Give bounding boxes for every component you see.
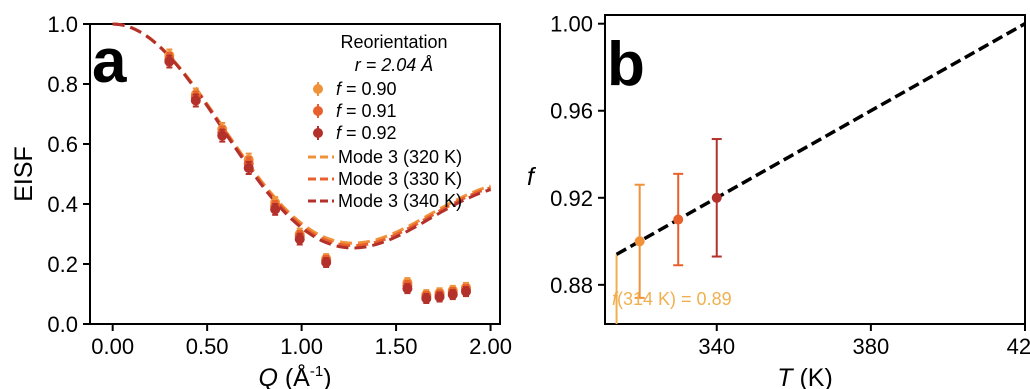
panel-b-letter: b <box>607 30 645 99</box>
data-point <box>434 292 445 302</box>
legend-line-label: Mode 3 (340 K) <box>338 191 462 211</box>
legend-label: f = 0.90 <box>336 79 397 99</box>
panel-a-data-points <box>164 48 471 304</box>
y-tick-label-a: 0.0 <box>47 312 78 337</box>
panel-a-xlabel-sup: -1 <box>310 363 323 380</box>
legend-title: Reorientation <box>340 32 447 52</box>
legend-label-f: f <box>336 123 343 143</box>
annotation-rest: (314 K) = 0.89 <box>617 289 732 309</box>
panel-a-ticks: 0.00 0.50 1.00 1.50 2.00 0.0 0.2 0.4 0.6 0.8 1.0 <box>47 12 512 359</box>
panel-b-ticks: 340 380 420 0.88 0.92 0.96 1.00 <box>550 12 1030 359</box>
legend-label-f: f <box>336 79 343 99</box>
data-point <box>217 130 228 141</box>
panel-b-xlabel: T (K) <box>777 364 833 389</box>
legend-marker <box>313 128 323 138</box>
panel-b-xlabel-t: T <box>777 364 794 389</box>
data-point-b <box>634 236 645 247</box>
data-point-b <box>711 192 722 203</box>
legend-line-label: Mode 3 (320 K) <box>338 147 462 167</box>
panel-a-xlabel: Q (Å-1) <box>258 362 331 389</box>
legend-line-label: Mode 3 (330 K) <box>338 169 462 189</box>
x-tick-label-b: 420 <box>1007 334 1030 359</box>
legend-label-f: f <box>336 101 343 121</box>
x-tick-label-b: 380 <box>853 334 890 359</box>
fit-line <box>615 22 1026 256</box>
model-line <box>112 22 492 250</box>
y-tick-label-a: 0.6 <box>47 132 78 157</box>
y-tick-label-a: 0.2 <box>47 252 78 277</box>
panel-b-xlabel-unit: (K) <box>793 364 833 389</box>
data-point <box>243 163 254 173</box>
legend-label: f = 0.91 <box>336 101 397 121</box>
panel-a-xlabel-unit: (Å <box>278 362 310 389</box>
panel-a-legend: Reorientation r = 2.04 Å f = 0.90f = 0.9… <box>308 32 462 211</box>
panel-b: 3403804200.880.920.961.00 b f T (K) f(31… <box>527 12 1030 389</box>
data-point <box>164 56 175 67</box>
legend-marker <box>313 106 323 116</box>
panel-a-letter: a <box>92 27 127 96</box>
data-point-b <box>673 214 684 225</box>
data-point <box>321 257 332 268</box>
y-tick-label-a: 1.0 <box>47 12 78 37</box>
data-point <box>447 289 458 300</box>
panel-a-frame <box>89 23 501 325</box>
legend-label: f = 0.92 <box>336 123 397 143</box>
legend-marker <box>313 84 323 94</box>
x-tick-label-a: 0.00 <box>91 334 134 359</box>
data-point <box>460 286 471 297</box>
data-point <box>402 283 413 294</box>
x-tick-label-b: 340 <box>698 334 735 359</box>
data-point <box>421 293 432 304</box>
data-point <box>294 234 305 245</box>
panel-b-ylabel: f <box>527 163 537 191</box>
panel-a: 0.00 0.50 1.00 1.50 2.00 0.0 0.2 0.4 0.6 0.8 1.0 a… <box>10 12 512 389</box>
x-tick-label-a: 2.00 <box>469 334 512 359</box>
panel-a-xlabel-q: Q <box>258 364 277 389</box>
legend-subtitle: r = 2.04 Å <box>355 55 434 75</box>
legend-label-value: = 0.92 <box>341 123 397 143</box>
y-tick-label-b: 1.00 <box>550 12 593 37</box>
panel-a-ylabel: EISF <box>10 146 38 202</box>
y-tick-label-b: 0.96 <box>550 99 593 124</box>
extrapolation-annotation: f(314 K) = 0.89 <box>612 289 732 309</box>
legend-label-value: = 0.91 <box>341 101 397 121</box>
y-tick-label-b: 0.92 <box>550 186 593 211</box>
x-tick-label-a: 1.50 <box>375 334 418 359</box>
panel-a-xlabel-close: ) <box>323 364 331 389</box>
annotation-f: f <box>612 289 619 309</box>
y-tick-label-b: 0.88 <box>550 273 593 298</box>
legend-label-value: = 0.90 <box>341 79 397 99</box>
y-tick-label-a: 0.4 <box>47 192 78 217</box>
x-tick-label-a: 1.00 <box>280 334 323 359</box>
x-tick-label-a: 0.50 <box>186 334 229 359</box>
panel-b-data <box>615 22 1026 324</box>
panel-b-frame <box>604 14 1026 325</box>
data-point <box>190 95 201 106</box>
data-point <box>270 204 281 215</box>
panel-a-model-lines <box>112 22 492 250</box>
y-tick-label-a: 0.8 <box>47 72 78 97</box>
